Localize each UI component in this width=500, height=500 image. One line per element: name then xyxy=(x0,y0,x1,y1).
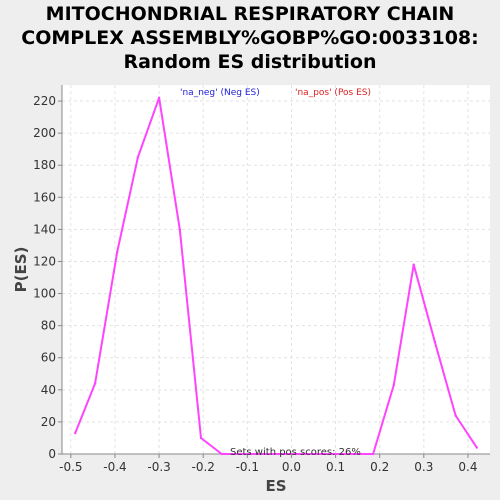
x-tick-label: 0.3 xyxy=(414,460,433,474)
data-point xyxy=(371,452,375,456)
y-tick-label: 220 xyxy=(33,94,56,108)
x-tick-label: -0.4 xyxy=(103,460,126,474)
x-tick-label: 0.0 xyxy=(282,460,301,474)
y-tick-label: 200 xyxy=(33,126,56,140)
x-tick-label: -0.3 xyxy=(147,460,170,474)
plot-area xyxy=(62,85,490,454)
data-point xyxy=(412,263,415,266)
x-tick-label: -0.1 xyxy=(236,460,259,474)
y-tick-label: 80 xyxy=(41,319,56,333)
y-tick-label: 40 xyxy=(41,383,56,397)
data-point xyxy=(178,228,182,231)
data-point xyxy=(115,250,119,254)
y-tick-label: 120 xyxy=(33,254,56,268)
y-tick-label: 60 xyxy=(41,351,56,365)
x-tick-label: 0.2 xyxy=(370,460,389,474)
chart-title-line-1: MITOCHONDRIAL RESPIRATORY CHAIN xyxy=(45,3,455,25)
data-point xyxy=(157,96,161,100)
x-tick-label: 0.4 xyxy=(458,460,477,474)
data-point xyxy=(392,383,396,387)
data-point xyxy=(454,414,457,417)
data-point xyxy=(93,382,97,385)
data-point xyxy=(74,431,77,435)
y-tick-label: 100 xyxy=(33,287,56,301)
y-tick-label: 20 xyxy=(41,415,56,429)
x-tick-label: -0.5 xyxy=(59,460,82,474)
x-axis-label: ES xyxy=(265,477,286,495)
data-point xyxy=(475,446,478,449)
chart-title-line-3: Random ES distribution xyxy=(123,51,377,73)
y-tick-label: 0 xyxy=(48,447,56,461)
legend-entry-pos: 'na_pos' (Pos ES) xyxy=(295,88,371,98)
y-tick-label: 180 xyxy=(33,158,56,172)
x-tick-label: 0.1 xyxy=(326,460,345,474)
x-tick-label: -0.2 xyxy=(191,460,214,474)
annotation-pos-scores: Sets with pos scores: 26% xyxy=(230,447,361,458)
legend-entry-neg: 'na_neg' (Neg ES) xyxy=(180,88,260,98)
y-tick-label: 140 xyxy=(33,222,56,236)
y-axis-label: P(ES) xyxy=(12,247,30,293)
y-tick-label: 160 xyxy=(33,190,56,204)
data-point xyxy=(433,340,437,343)
chart-title-line-2: COMPLEX ASSEMBLY%GOBP%GO:0033108: xyxy=(21,27,479,49)
data-point xyxy=(136,155,140,159)
data-point xyxy=(199,436,203,440)
series-line xyxy=(74,96,478,455)
chart-title: MITOCHONDRIAL RESPIRATORY CHAIN COMPLEX … xyxy=(0,2,500,74)
data-point xyxy=(220,452,223,456)
